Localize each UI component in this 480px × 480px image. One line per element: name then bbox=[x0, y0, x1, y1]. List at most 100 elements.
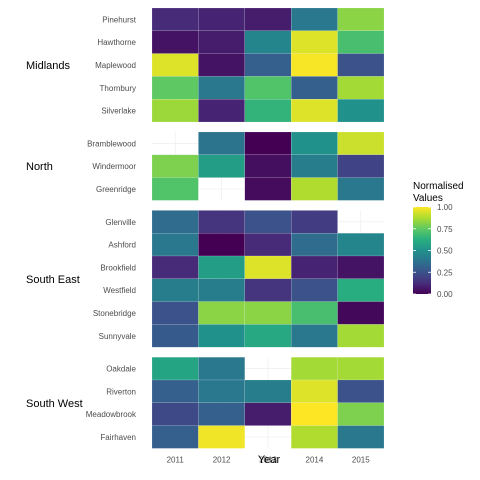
heatmap-cell bbox=[291, 379, 338, 403]
heatmap-cell bbox=[244, 402, 292, 426]
heatmap-cell bbox=[244, 7, 292, 31]
heatmap-cell bbox=[244, 53, 292, 77]
heatmap-cell bbox=[198, 357, 245, 381]
heatmap-cell bbox=[151, 301, 199, 325]
heatmap-cell bbox=[151, 154, 199, 178]
legend-tick-label: 1.00 bbox=[437, 203, 453, 212]
x-tick-label: 2011 bbox=[167, 455, 185, 464]
heatmap-cell bbox=[337, 232, 385, 257]
heatmap-cell bbox=[151, 53, 199, 77]
heatmap-cell bbox=[291, 324, 338, 348]
heatmap-cell bbox=[198, 232, 245, 257]
heatmap-cell bbox=[244, 30, 292, 54]
heatmap-cell bbox=[291, 402, 338, 426]
row-label: Hawthorne bbox=[97, 38, 136, 47]
label-layer: Pinehurst Hawthorne Maplewood Thornbury Silv… bbox=[26, 15, 370, 464]
row-label: Glenville bbox=[105, 218, 136, 227]
heatmap-cell bbox=[337, 324, 385, 348]
legend-colorbar bbox=[413, 207, 431, 294]
heatmap-cell bbox=[337, 76, 385, 100]
heatmap-cell bbox=[198, 154, 245, 178]
legend-title-line-1: Normalised bbox=[413, 181, 464, 192]
heatmap-cell bbox=[151, 210, 199, 234]
row-label: Meadowbrook bbox=[86, 410, 137, 419]
heatmap-cell bbox=[291, 232, 338, 257]
heatmap-cell bbox=[291, 425, 338, 449]
heatmap-cell bbox=[337, 255, 385, 279]
heatmap-cell bbox=[244, 278, 292, 302]
heatmap-cell bbox=[291, 30, 338, 54]
row-label: Windermoor bbox=[92, 162, 136, 171]
heatmap-cell bbox=[198, 278, 245, 302]
cell-layer bbox=[151, 7, 385, 449]
heatmap-cell bbox=[198, 7, 245, 31]
heatmap-cell bbox=[151, 98, 199, 123]
heatmap-cell bbox=[198, 402, 245, 426]
heatmap-cell bbox=[244, 210, 292, 234]
heatmap-cell bbox=[244, 98, 292, 123]
heatmap-cell bbox=[291, 7, 338, 31]
heatmap-cell bbox=[151, 255, 199, 279]
heatmap-cell bbox=[337, 154, 385, 178]
heatmap-cell bbox=[337, 402, 385, 426]
heatmap-cell bbox=[291, 177, 338, 201]
legend-tick-label: 0.75 bbox=[437, 225, 453, 234]
heatmap-cell bbox=[198, 76, 245, 100]
region-label: North bbox=[26, 161, 53, 173]
heatmap-cell bbox=[244, 255, 292, 279]
heatmap-cell bbox=[244, 379, 292, 403]
row-label: Stonebridge bbox=[93, 309, 137, 318]
heatmap-cell bbox=[337, 53, 385, 77]
legend-title-line-2: Values bbox=[413, 193, 443, 204]
row-label: Pinehurst bbox=[102, 15, 137, 24]
row-label: Riverton bbox=[106, 387, 136, 396]
heatmap-cell bbox=[198, 30, 245, 54]
heatmap-cell bbox=[151, 379, 199, 403]
heatmap-cell bbox=[337, 98, 385, 123]
heatmap-cell bbox=[198, 324, 245, 348]
heatmap-cell bbox=[151, 357, 199, 381]
heatmap-cell bbox=[151, 7, 199, 31]
legend-tick-label: 0.50 bbox=[437, 247, 453, 256]
row-label: Maplewood bbox=[95, 61, 136, 70]
heatmap-cell bbox=[291, 76, 338, 100]
heatmap-cell bbox=[337, 30, 385, 54]
heatmap-cell bbox=[198, 131, 245, 155]
heatmap-cell bbox=[151, 30, 199, 54]
heatmap-cell bbox=[337, 379, 385, 403]
heatmap-cell bbox=[198, 425, 245, 449]
heatmap-cell bbox=[337, 301, 385, 325]
row-label: Greenridge bbox=[96, 185, 137, 194]
heatmap-cell bbox=[198, 301, 245, 325]
heatmap-cell bbox=[337, 7, 385, 31]
heatmap-cell bbox=[291, 154, 338, 178]
row-label: Thornbury bbox=[100, 84, 136, 93]
heatmap-cell bbox=[151, 232, 199, 257]
x-tick-label: 2012 bbox=[213, 455, 231, 464]
heatmap-cell bbox=[291, 278, 338, 302]
heatmap-cell bbox=[151, 278, 199, 302]
x-tick-label: 2015 bbox=[352, 455, 370, 464]
x-tick-label: 2014 bbox=[306, 455, 324, 464]
heatmap-cell bbox=[291, 357, 338, 381]
heatmap-cell bbox=[244, 154, 292, 178]
heatmap-cell bbox=[291, 210, 338, 234]
heatmap-cell bbox=[337, 131, 385, 155]
heatmap-cell bbox=[291, 53, 338, 77]
heatmap-cell bbox=[244, 177, 292, 201]
heatmap-cell bbox=[291, 255, 338, 279]
region-label: South East bbox=[26, 274, 80, 286]
row-label: Ashford bbox=[108, 241, 136, 250]
heatmap-cell bbox=[244, 301, 292, 325]
heatmap-cell bbox=[151, 324, 199, 348]
heatmap-cell bbox=[337, 278, 385, 302]
legend-ticks: 0.00 0.25 0.50 0.75 1.00 bbox=[413, 203, 453, 299]
heatmap-cell bbox=[198, 98, 245, 123]
heatmap-cell bbox=[244, 131, 292, 155]
heatmap-cell bbox=[337, 177, 385, 201]
heatmap-cell bbox=[151, 177, 199, 201]
row-label: Oakdale bbox=[106, 365, 136, 374]
heatmap-cell bbox=[291, 301, 338, 325]
heatmap-cell bbox=[291, 98, 338, 123]
